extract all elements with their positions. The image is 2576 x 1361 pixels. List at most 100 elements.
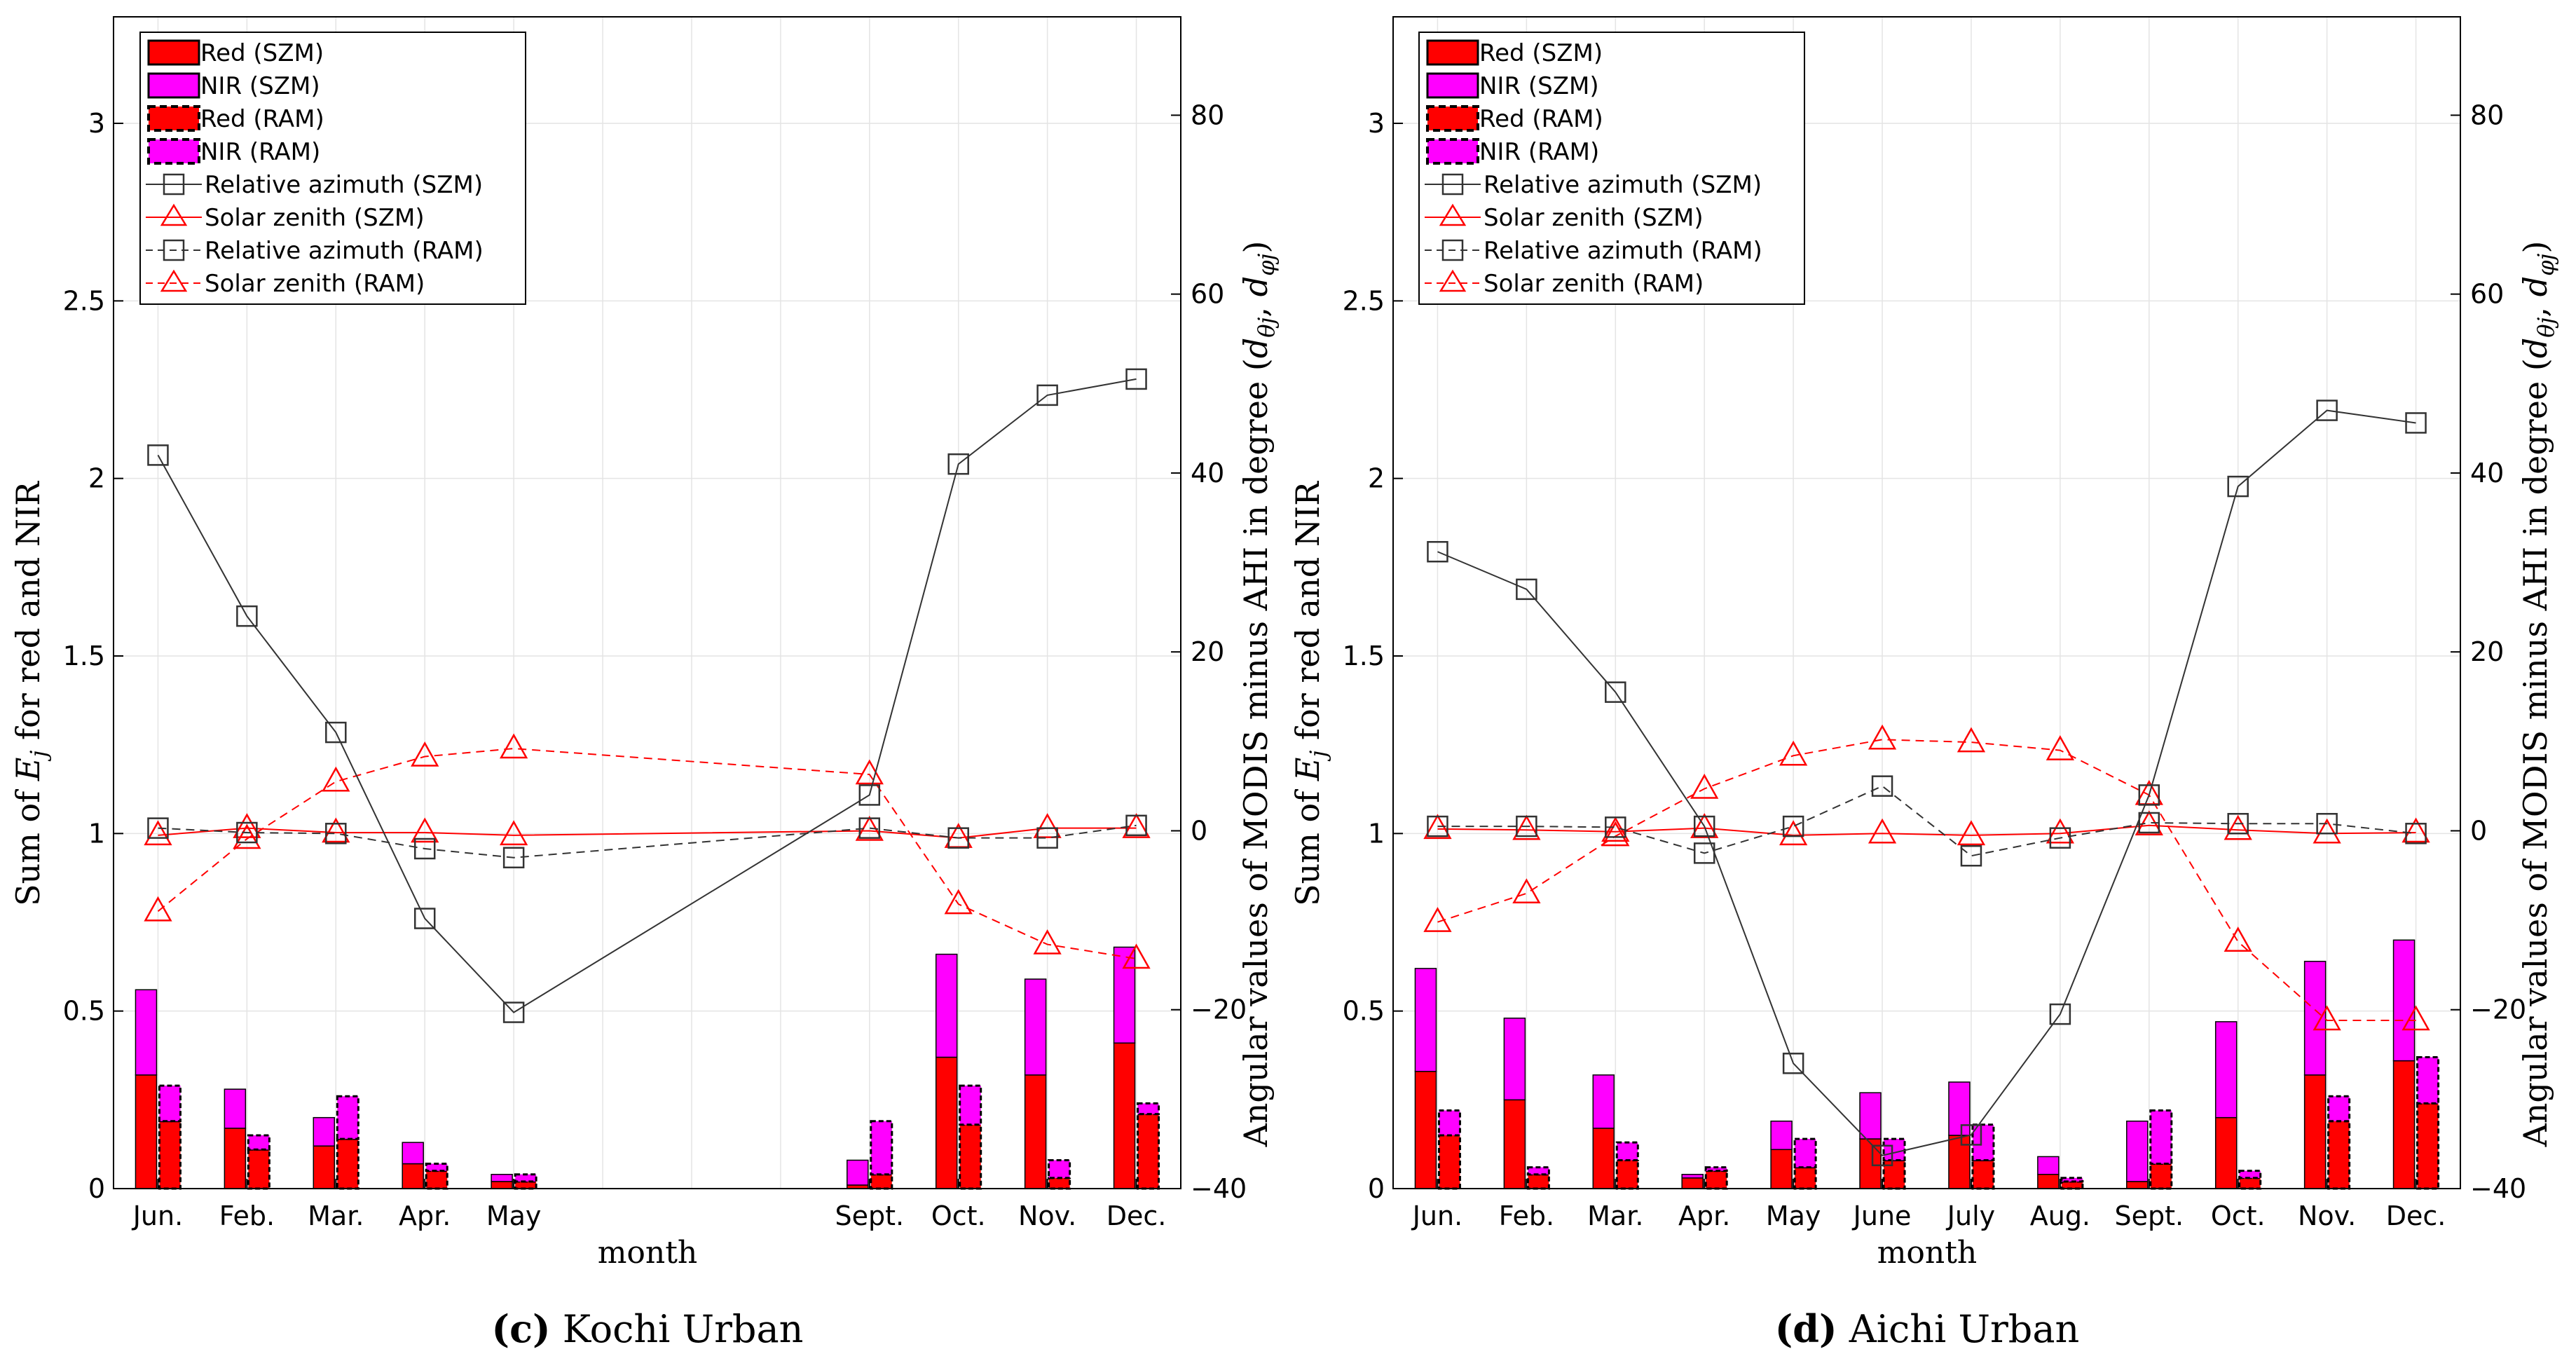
bar-nir-szm (491, 1173, 513, 1182)
bar-red-ram (2327, 1120, 2351, 1190)
marker-solar-zenith-szm (2224, 814, 2252, 840)
bar-nir-ram (959, 1084, 982, 1126)
bar-nir-szm (1503, 1018, 1526, 1101)
bar-red-szm (2392, 1060, 2416, 1189)
marker-relative-azimuth-szm (502, 1001, 525, 1023)
marker-solar-zenith-szm (322, 817, 350, 843)
marker-relative-azimuth-szm (325, 721, 347, 744)
bar-nir-szm (1024, 978, 1047, 1076)
marker-relative-azimuth-ram (236, 821, 258, 844)
marker-solar-zenith-ram (411, 741, 439, 767)
bar-red-ram (1615, 1158, 1639, 1190)
legend-label-red-szm: Red (SZM) (200, 39, 324, 67)
right-tick-label: 20 (1191, 636, 1224, 667)
marker-relative-azimuth-ram (1782, 815, 1804, 837)
bar-red-szm (313, 1145, 336, 1189)
right-axis-label: Angular values of MODIS minus AHI in deg… (2516, 241, 2559, 1148)
legend-label-relaz-ram: Relative azimuth (RAM) (1484, 237, 1762, 265)
marker-relative-azimuth-ram (2138, 812, 2160, 834)
marker-relative-azimuth-szm (858, 784, 881, 806)
marker-relative-azimuth-szm (1427, 540, 1448, 563)
bar-red-szm (402, 1163, 424, 1189)
marker-relative-azimuth-szm (1960, 1124, 1982, 1146)
right-tick-label: −40 (2470, 1173, 2526, 1204)
bar-nir-ram (870, 1120, 893, 1176)
marker-relative-azimuth-szm (1036, 384, 1058, 406)
legend-label-red-ram: Red (RAM) (1479, 105, 1603, 133)
marker-relative-azimuth-ram (1960, 844, 1982, 867)
marker-solar-zenith-szm (1868, 818, 1897, 844)
bar-nir-ram (2416, 1056, 2440, 1104)
bar-red-ram (1437, 1134, 1461, 1190)
bar-red-ram (158, 1120, 181, 1190)
line-relative-azimuth-szm (157, 378, 1137, 1013)
marker-relative-azimuth-ram (947, 827, 969, 849)
legend: Red (SZM) NIR (SZM) Red (RAM) NIR (RAM) … (139, 32, 526, 305)
bars (1414, 939, 2440, 1190)
bar-red-ram (1971, 1158, 1995, 1190)
bar-nir-ram (425, 1163, 448, 1172)
marker-solar-zenith-ram (233, 823, 261, 849)
bar-nir-szm (224, 1088, 247, 1129)
marker-relative-azimuth-ram (1871, 775, 1893, 797)
bar-nir-szm (1414, 968, 1437, 1072)
legend-label-nir-szm: NIR (SZM) (200, 72, 320, 100)
bar-nir-ram (1704, 1166, 1728, 1172)
marker-solar-zenith-szm (1779, 820, 1808, 846)
x-tick-label: Sept. (835, 1201, 904, 1231)
x-tick-label: Nov. (1018, 1201, 1076, 1231)
left-tick-label: 1 (1368, 818, 1385, 849)
marker-solar-zenith-ram (1868, 724, 1897, 750)
marker-solar-zenith-ram (1779, 740, 1808, 766)
left-tick-label: 3 (1368, 108, 1385, 139)
legend-label-relaz-szm: Relative azimuth (SZM) (1484, 171, 1762, 199)
marker-solar-zenith-szm (2313, 818, 2341, 844)
marker-solar-zenith-ram (322, 766, 350, 792)
right-tick-label: −20 (2470, 994, 2526, 1025)
legend-label-nir-szm: NIR (SZM) (1479, 72, 1599, 100)
left-tick-label: 2.5 (1343, 285, 1385, 316)
bar-nir-szm (313, 1116, 336, 1147)
marker-relative-azimuth-szm (1782, 1053, 1804, 1074)
bar-red-ram (959, 1123, 982, 1190)
legend-label-zen-ram: Solar zenith (RAM) (1484, 270, 1704, 298)
marker-solar-zenith-ram (2402, 1005, 2430, 1031)
right-tick-label: −40 (1191, 1173, 1247, 1204)
legend-marker-zen-szm (160, 203, 188, 226)
legend-label-zen-szm: Solar zenith (SZM) (1484, 204, 1704, 232)
bar-nir-ram (2327, 1095, 2351, 1123)
marker-relative-azimuth-ram (1516, 815, 1537, 837)
x-axis-label: month (598, 1235, 698, 1271)
caption: (c) Kochi Urban (492, 1306, 804, 1351)
legend-marker-zen-ram (160, 269, 188, 292)
marker-relative-azimuth-szm (2138, 784, 2160, 806)
bars (135, 946, 1160, 1190)
panel-kochi-urban: 0 0.5 1 1.5 2 2.5 3 −40 −20 0 20 40 60 80 Jun. Feb. Mar.… (9, 16, 1280, 1351)
left-axis-label: Sum of Ej for red and NIR (1289, 481, 1331, 906)
line-relative-azimuth-ram (1437, 785, 2416, 857)
bar-nir-szm (1592, 1074, 1615, 1129)
right-tick-label: 40 (2470, 458, 2504, 488)
right-tick-label: 0 (1191, 815, 1207, 846)
bar-nir-ram (1882, 1137, 1906, 1161)
marker-solar-zenith-szm (1512, 814, 1541, 840)
bar-red-szm (1592, 1128, 1615, 1189)
marker-relative-azimuth-szm (1693, 815, 1715, 837)
left-tick-label: 2.5 (63, 285, 105, 316)
bar-nir-szm (1770, 1120, 1793, 1151)
bar-nir-ram (514, 1173, 537, 1183)
marker-solar-zenith-ram (2046, 735, 2075, 760)
marker-solar-zenith-ram (499, 733, 528, 759)
bar-red-ram (1137, 1113, 1160, 1190)
right-tick-label: 20 (2470, 636, 2504, 667)
legend-label-relaz-ram: Relative azimuth (RAM) (205, 237, 484, 265)
bar-nir-szm (135, 989, 158, 1076)
marker-solar-zenith-ram (1690, 773, 1719, 799)
line-solar-zenith-szm (1437, 824, 2416, 836)
right-tick-label: 0 (2470, 815, 2487, 846)
legend-marker-zen-szm (1439, 203, 1467, 226)
bar-nir-ram (1526, 1166, 1550, 1176)
bar-nir-ram (1793, 1137, 1817, 1169)
marker-relative-azimuth-ram (325, 823, 347, 844)
